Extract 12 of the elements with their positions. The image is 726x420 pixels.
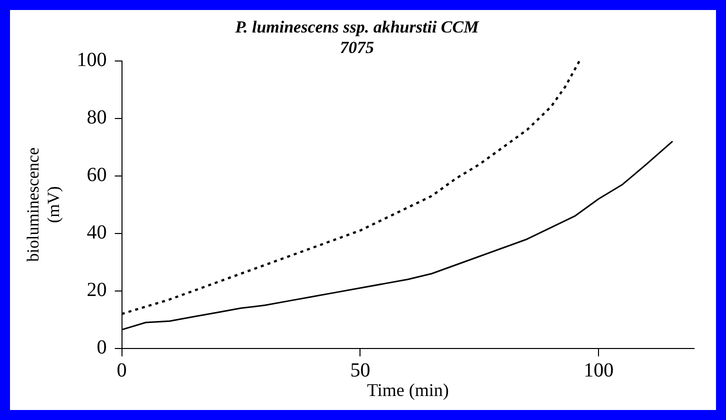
y-tick-label: 40 <box>86 222 107 244</box>
y-axis-title: bioluminescence (mV) <box>24 147 64 262</box>
x-tick-label: 100 <box>584 360 614 382</box>
y-tick-label: 80 <box>86 106 107 129</box>
y-tick-label: 100 <box>76 49 107 72</box>
y-tick-label: 0 <box>96 336 107 359</box>
y-tick-label: 20 <box>86 279 107 302</box>
chart-title: P. luminescens ssp. akhurstii CCM 7075 <box>234 18 480 57</box>
y-tick-label: 60 <box>86 164 107 186</box>
x-axis-title: Time (min) <box>366 380 449 400</box>
x-tick-label: 50 <box>350 360 370 382</box>
x-tick-label: 0 <box>116 360 127 382</box>
